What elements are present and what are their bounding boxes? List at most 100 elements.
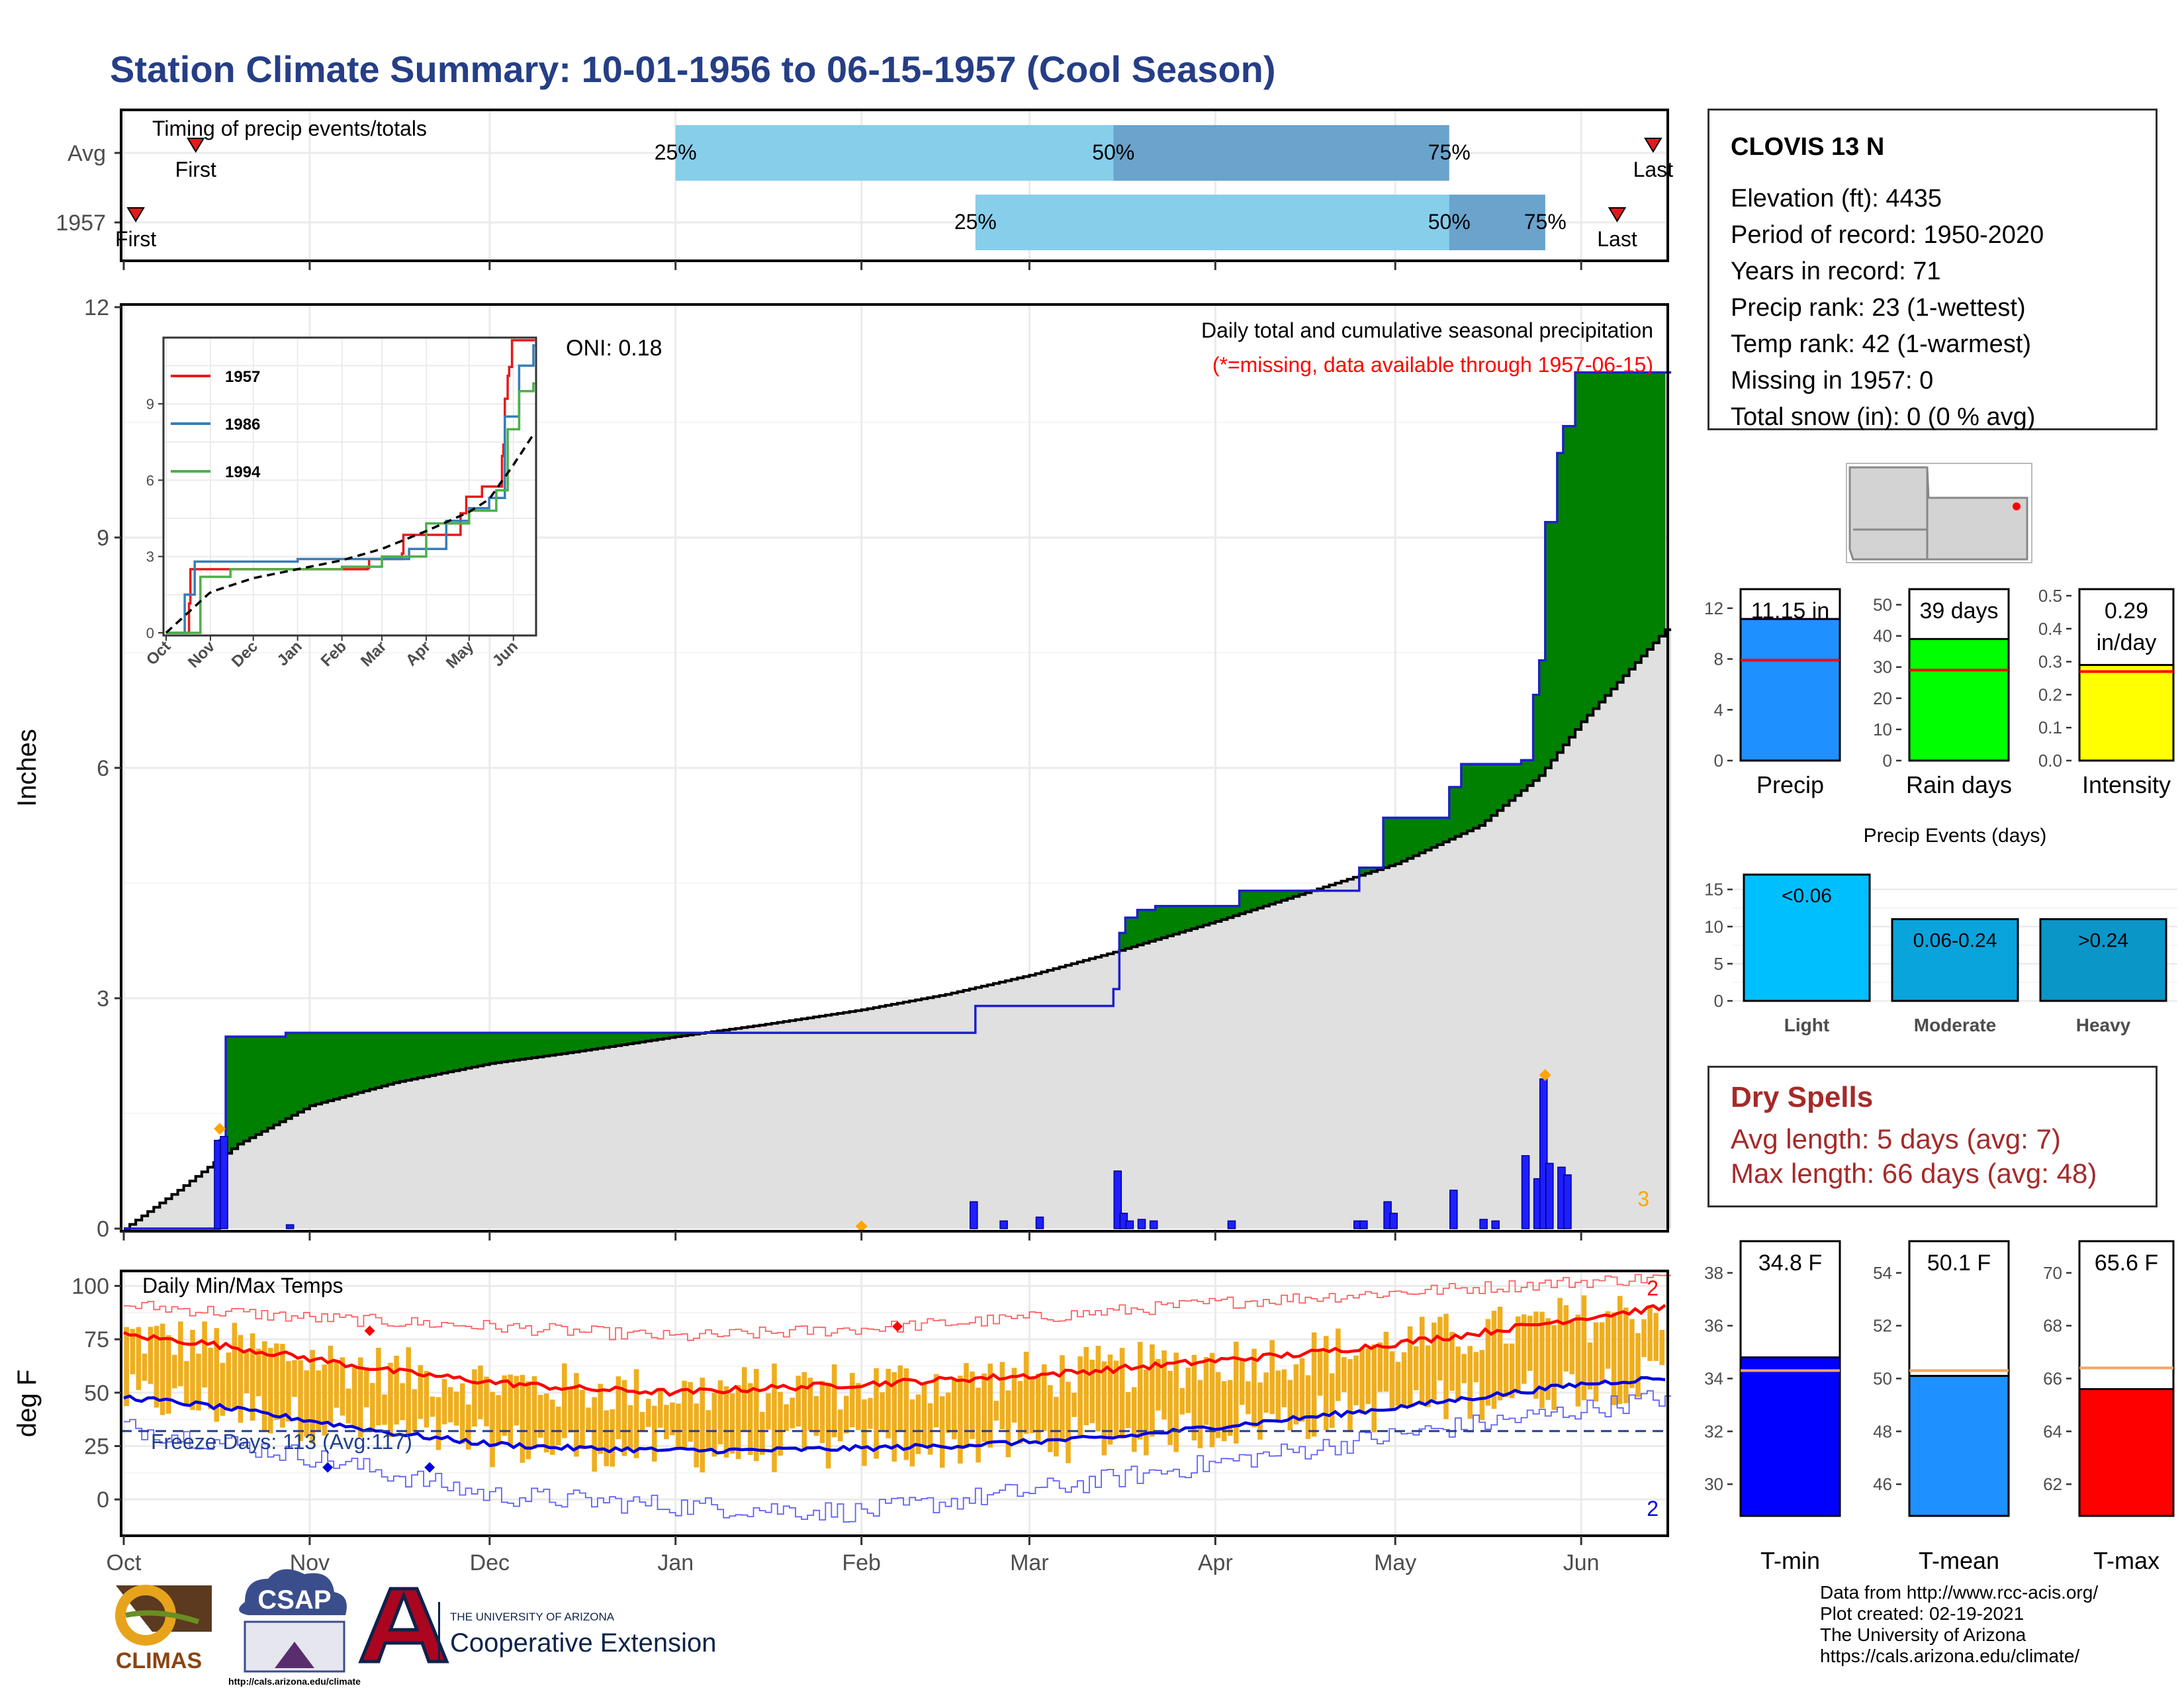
precip-diff-fill xyxy=(621,1033,628,1045)
precip-diff-fill xyxy=(1173,906,1180,935)
summary-ytick-label: 4 xyxy=(1714,700,1723,720)
daily-temp-bar xyxy=(856,1383,861,1430)
daily-temp-bar xyxy=(592,1397,597,1472)
summary-value-label: 50.1 F xyxy=(1927,1250,1991,1276)
precip-diff-fill xyxy=(489,1033,496,1064)
temp-xtick-label: Jun xyxy=(1563,1550,1600,1575)
precip-diff-fill xyxy=(315,1033,322,1104)
summary-bar-t-mean xyxy=(1908,1375,2010,1517)
daily-temp-bar xyxy=(1522,1314,1527,1384)
temp-ylabel: deg F xyxy=(13,1370,42,1437)
summary-value-label: 0.29 xyxy=(2105,598,2148,624)
ua-divider xyxy=(438,1602,440,1662)
daily-temp-bar xyxy=(1161,1350,1167,1420)
precip-diff-fill xyxy=(651,1033,659,1041)
events-ytick-label: 5 xyxy=(1714,954,1723,974)
csap-mountain xyxy=(275,1642,314,1668)
precip-diff-fill xyxy=(681,1033,688,1036)
temp-record-marker xyxy=(892,1321,903,1332)
daily-precip-bar xyxy=(1035,1216,1044,1229)
station-elevation: Elevation (ft): 4435 xyxy=(1731,185,1942,212)
precip-diff-fill xyxy=(328,1033,334,1101)
precip-diff-fill xyxy=(405,1033,412,1080)
temp-record-marker xyxy=(364,1325,375,1336)
precip-diff-fill xyxy=(627,1033,634,1044)
daily-temp-bar xyxy=(1467,1346,1473,1419)
precip-diff-fill xyxy=(244,1037,250,1141)
daily-temp-bar xyxy=(1413,1346,1419,1391)
daily-temp-bar xyxy=(328,1345,334,1425)
summary-ytick-label: 10 xyxy=(1873,720,1892,739)
precip-diff-fill xyxy=(1641,372,1648,656)
daily-temp-bar xyxy=(880,1392,885,1431)
summary-bar-t-max xyxy=(2078,1387,2175,1517)
precip-diff-fill xyxy=(418,1033,424,1078)
timing-last-marker xyxy=(1608,207,1627,222)
temp-ytick-label: 100 xyxy=(71,1274,109,1299)
daily-temp-bar xyxy=(651,1405,657,1462)
daily-temp-bar xyxy=(1048,1385,1053,1452)
precip-diff-fill xyxy=(585,1033,592,1051)
precip-diff-fill xyxy=(1257,890,1264,908)
daily-temp-bar xyxy=(430,1396,435,1417)
daily-temp-bar xyxy=(1287,1380,1293,1430)
daily-temp-bar xyxy=(1119,1348,1125,1439)
daily-temp-bar xyxy=(1461,1354,1467,1383)
daily-temp-bar xyxy=(670,1402,675,1436)
timing-row-label: Avg xyxy=(68,141,106,166)
daily-temp-bar xyxy=(466,1404,471,1450)
precip-diff-fill xyxy=(232,1037,238,1149)
timing-first-marker xyxy=(186,138,205,153)
daily-precip-bar xyxy=(1491,1220,1500,1229)
precip-diff-fill xyxy=(1503,764,1510,806)
inset-line-1957 xyxy=(166,339,535,634)
station-location-marker xyxy=(2013,502,2021,510)
daily-temp-bar xyxy=(190,1330,195,1410)
daily-temp-bar xyxy=(946,1392,951,1433)
summary-bar-precip xyxy=(1739,618,1841,762)
precip-diff-fill xyxy=(1539,660,1546,776)
daily-temp-bar xyxy=(682,1380,687,1450)
record-tmin-line xyxy=(124,1390,1672,1523)
daily-temp-bar xyxy=(304,1370,309,1437)
daily-temp-bar xyxy=(549,1399,555,1455)
daily-temp-bar xyxy=(1395,1362,1401,1406)
daily-temp-bar xyxy=(453,1391,459,1426)
daily-temp-bar xyxy=(568,1387,573,1433)
event-diamond-marker xyxy=(855,1220,868,1233)
daily-temp-bar xyxy=(525,1381,531,1460)
daily-temp-bar xyxy=(1551,1325,1557,1410)
daily-temp-bar xyxy=(747,1383,753,1455)
precip-diff-fill xyxy=(285,1033,293,1119)
daily-temp-bar xyxy=(1221,1381,1227,1442)
precip-diff-fill xyxy=(459,1033,467,1070)
daily-temp-bar xyxy=(664,1405,669,1440)
daily-temp-bar xyxy=(970,1371,975,1439)
daily-temp-bar xyxy=(1533,1311,1539,1399)
precip-diff-fill xyxy=(411,1033,418,1080)
precip-diff-fill xyxy=(1557,453,1564,753)
precip-diff-fill xyxy=(381,1033,388,1086)
daily-temp-bar xyxy=(459,1383,465,1444)
daily-temp-bar xyxy=(298,1360,303,1442)
precip-diff-fill xyxy=(357,1033,365,1093)
daily-temp-bar xyxy=(1407,1326,1413,1407)
daily-temp-bar xyxy=(220,1362,226,1416)
daily-temp-bar xyxy=(537,1395,543,1438)
daily-temp-bar xyxy=(1330,1373,1335,1428)
station-snow: Total snow (in): 0 (0 % avg) xyxy=(1731,403,2036,431)
dry-spells-max: Max length: 66 days (avg: 48) xyxy=(1731,1158,2097,1189)
daily-temp-bar xyxy=(598,1383,603,1454)
precip-diff-fill xyxy=(250,1037,256,1138)
dry-spells-title: Dry Spells xyxy=(1731,1081,1874,1113)
precip-diff-fill xyxy=(363,1033,371,1092)
daily-temp-bar xyxy=(1029,1376,1035,1433)
precip-diff-fill xyxy=(579,1033,586,1051)
precip-diff-fill xyxy=(1167,906,1174,936)
temp-xtick-label: May xyxy=(1374,1550,1416,1575)
precip-diff-fill xyxy=(1647,372,1654,650)
daily-temp-bar xyxy=(394,1356,399,1425)
daily-temp-bar xyxy=(1365,1348,1371,1405)
timing-bar-upper xyxy=(1449,195,1545,250)
